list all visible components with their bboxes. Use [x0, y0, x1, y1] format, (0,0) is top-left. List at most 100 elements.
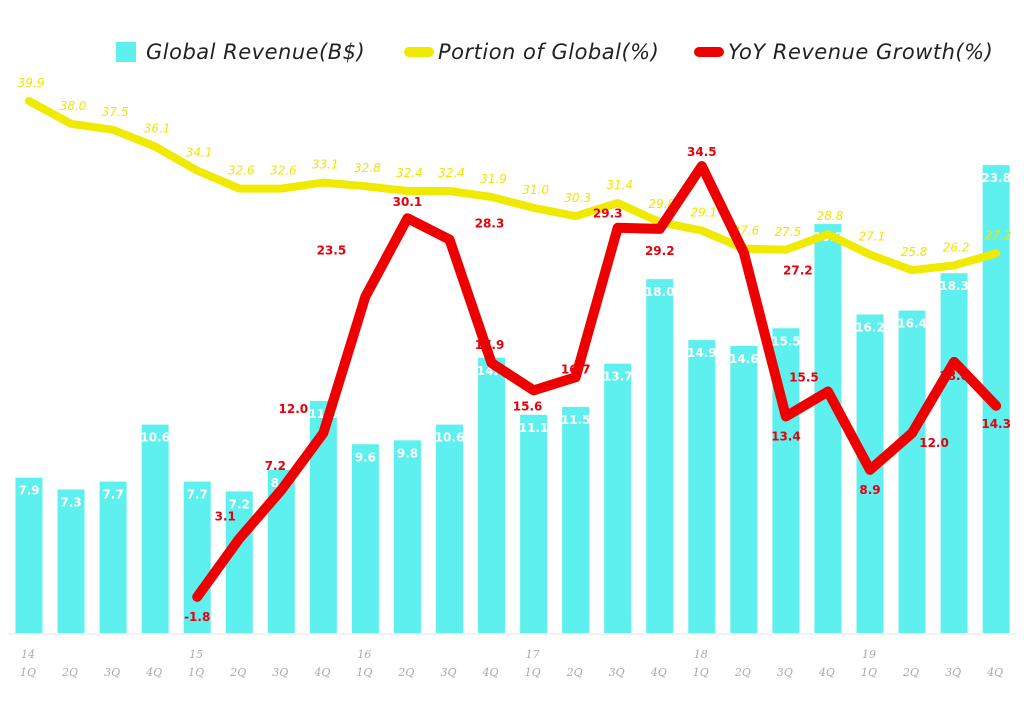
x-tick-quarter: 1Q [188, 666, 204, 679]
point-label-yoy: 28.3 [475, 217, 505, 231]
point-label-portion: 34.1 [186, 146, 213, 160]
bar [99, 481, 127, 633]
bar-value-label: 9.8 [397, 446, 418, 460]
x-tick-quarter: 2Q [61, 666, 78, 679]
x-tick-quarter: 2Q [566, 666, 583, 679]
x-tick-quarter: 1Q [525, 666, 541, 679]
bar [393, 440, 421, 633]
line-yoy-growth [192, 161, 1002, 602]
x-tick-year: 15 [189, 648, 203, 661]
bar [688, 340, 716, 633]
point-label-yoy: 30.1 [393, 195, 423, 209]
bar [57, 489, 85, 633]
point-label-portion: 31.0 [522, 183, 549, 197]
point-label-yoy: 23.5 [317, 244, 347, 258]
x-tick-quarter: 3Q [945, 666, 961, 679]
bar-labels: 7.97.37.710.67.77.28.311.89.6 9.810.614.0… [18, 171, 1011, 511]
x-tick-quarter: 2Q [397, 666, 414, 679]
x-tick-quarter: 2Q [229, 666, 246, 679]
point-label-portion: 32.6 [270, 164, 297, 178]
bar-value-label: 9.6 [355, 450, 376, 464]
bar [225, 491, 253, 633]
point-label-yoy: 12.0 [279, 402, 309, 416]
bar-value-label: 16.4 [897, 317, 927, 331]
legend-item-portion-of-global[interactable]: Portion of Global(%) [404, 40, 659, 64]
x-tick-quarter: 1Q [20, 666, 36, 679]
bar [141, 424, 169, 633]
bar [814, 224, 842, 633]
bar [15, 477, 43, 633]
point-label-portion: 32.8 [354, 161, 381, 175]
point-label-portion: 33.1 [312, 158, 339, 172]
bar-value-label: 13.7 [603, 370, 633, 384]
legend-swatch-line [404, 47, 434, 57]
x-tick-quarter: 3Q [104, 666, 120, 679]
point-label-portion: 36.1 [144, 122, 171, 136]
point-label-portion: 37.5 [102, 105, 129, 119]
point-label-yoy: 15.5 [789, 371, 819, 385]
x-tick-quarter: 3Q [777, 666, 793, 679]
point-label-yoy: 16.7 [561, 362, 591, 376]
legend-item-yoy-growth[interactable]: YoY Revenue Growth(%) [694, 40, 993, 64]
point-label-yoy: 17.9 [475, 338, 505, 352]
bar-value-label: 10.6 [140, 431, 170, 445]
point-label-yoy: 18.0 [939, 369, 969, 383]
bar [562, 406, 590, 633]
x-tick-quarter: 2Q [902, 666, 919, 679]
bar-value-label: 11.5 [561, 413, 591, 427]
x-tick-quarter: 4Q [650, 666, 667, 679]
bar-value-label: 7.3 [60, 495, 81, 509]
point-label-yoy: 12.0 [919, 436, 949, 450]
bar-value-label: 14.9 [687, 346, 717, 360]
point-label-yoy: 8.9 [859, 483, 880, 497]
bar-value-label: 18.0 [645, 285, 675, 299]
x-tick-quarter: 3Q [440, 666, 456, 679]
bar-value-label: 15.5 [771, 334, 801, 348]
point-label-yoy: 13.4 [771, 429, 801, 443]
x-tick-quarter: 1Q [693, 666, 709, 679]
bar [183, 481, 211, 633]
legend-label: Global Revenue(B$) [146, 40, 366, 64]
legend-label: YoY Revenue Growth(%) [728, 40, 994, 64]
x-tick-quarter: 4Q [818, 666, 835, 679]
legend-item-global-revenue[interactable]: Global Revenue(B$) [116, 40, 365, 64]
bar-value-label: 14.6 [729, 352, 759, 366]
bar-value-label: 7.7 [102, 488, 123, 502]
bar [478, 357, 506, 633]
bar-series-global-revenue [15, 165, 1010, 634]
bar [520, 414, 548, 633]
bar [730, 345, 758, 633]
bar [351, 444, 379, 633]
point-label-portion: 28.8 [817, 209, 844, 223]
bar-value-label: 7.9 [18, 484, 39, 498]
x-tick-year: 19 [862, 648, 876, 661]
x-tick-year: 17 [526, 648, 540, 661]
bar [898, 310, 926, 633]
bar-value-label: 18.3 [939, 279, 969, 293]
legend-label: Portion of Global(%) [438, 40, 660, 64]
bar-value-label: 11.1 [519, 421, 549, 435]
legend-swatch-line [694, 47, 724, 57]
x-tick-quarter: 2Q [734, 666, 751, 679]
bar [436, 424, 463, 633]
bar-value-label: 23.8 [981, 171, 1011, 185]
point-label-portion: 32.6 [228, 164, 255, 178]
point-label-yoy: 27.2 [783, 264, 813, 278]
point-label-portion: 31.9 [480, 172, 507, 186]
x-tick-quarter: 4Q [482, 666, 499, 679]
point-label-yoy: 14.3 [981, 417, 1011, 431]
bar-value-label: 7.7 [187, 488, 208, 502]
point-label-yoy: 29.2 [645, 244, 675, 258]
x-tick-quarter: 1Q [356, 666, 372, 679]
bar-value-label: 7.2 [229, 497, 250, 511]
legend-swatch-bar [116, 42, 136, 62]
point-label-portion: 32.4 [438, 166, 465, 180]
point-label-yoy: 29.3 [593, 207, 623, 221]
point-label-portion: 30.3 [564, 191, 591, 205]
bar-value-label: 10.6 [435, 431, 465, 445]
point-label-yoy: 3.1 [215, 510, 236, 524]
x-tick-quarter: 4Q [313, 666, 330, 679]
point-label-portion: 27.1 [859, 230, 886, 244]
point-label-portion: 38.0 [60, 99, 87, 113]
